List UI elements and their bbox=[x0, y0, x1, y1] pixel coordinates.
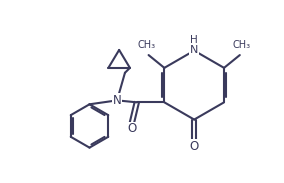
Text: CH₃: CH₃ bbox=[137, 40, 156, 50]
Text: O: O bbox=[127, 122, 137, 135]
Text: O: O bbox=[190, 140, 199, 153]
Text: CH₃: CH₃ bbox=[233, 40, 251, 50]
Text: H: H bbox=[190, 35, 198, 45]
Text: N: N bbox=[190, 45, 199, 55]
Text: N: N bbox=[113, 94, 122, 107]
